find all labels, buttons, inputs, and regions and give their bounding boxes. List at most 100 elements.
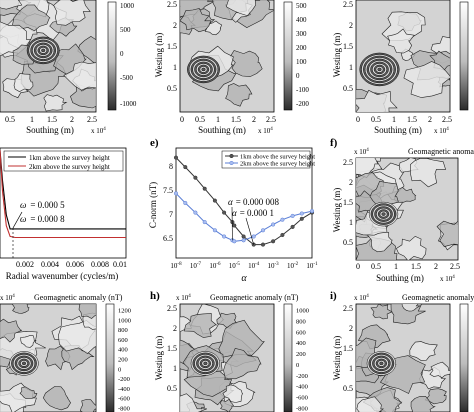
panel-e-ylabel: C-norm (nT) [148, 182, 158, 228]
panel-e-point [183, 165, 188, 170]
contour-line [436, 220, 458, 247]
panel-e-xtick-exp: -3 [275, 262, 280, 267]
panel-c-ylabel: Westing (m) [332, 33, 342, 78]
panel-e-xlabel: α [241, 273, 247, 284]
panel-a-xscale-exp: 4 [103, 127, 106, 132]
panel-f-yscale-exp: 4 [366, 148, 369, 153]
panel-h-cbar-tick: -400 [296, 384, 308, 391]
panel-e-xtick-base: 10 [229, 262, 237, 270]
panel-d-xticks: 0.002 0.004 0.006 0.008 0.01 [16, 260, 127, 269]
panel-i-ylabel: Westing (m) [332, 336, 342, 381]
panel-e-point [202, 220, 207, 225]
contour-line [424, 388, 447, 405]
panel-e-xtick-base: 10 [248, 262, 256, 270]
panel-d-legend: 1km above the survey height 2km above th… [3, 150, 124, 172]
panel-g-contours [0, 304, 96, 412]
panel-d-annotation-arrow [12, 211, 23, 229]
contour-line [225, 83, 253, 107]
panel-g-cbar-tick: -600 [118, 396, 130, 403]
panel-e-point [290, 213, 295, 218]
panel-a-xtick: 2 [70, 115, 74, 124]
anomaly-contour [381, 212, 386, 216]
contour-line [12, 4, 51, 32]
panel-h-cbar-tick: 400 [296, 340, 306, 347]
contour-line [396, 235, 427, 260]
panel-b-xscale-base: x 10 [258, 127, 271, 135]
panel-a-xtick: 2.5 [87, 115, 97, 124]
panel-f-xtick: 2 [434, 262, 438, 271]
panel-i-yscale: x 104 [354, 294, 369, 302]
panel-i-ytick: 1.5 [343, 344, 353, 353]
panel-e-point [173, 155, 179, 160]
panel-a-colorbar [107, 1, 117, 111]
panel-e-letter: e) [150, 137, 159, 149]
panel-c-xtick: 1.5 [407, 115, 417, 124]
panel-e-point [193, 175, 198, 180]
contour-line [222, 384, 243, 403]
panel-f-ytick: 0.5 [343, 238, 353, 247]
contour-line [43, 94, 68, 112]
panel-h-ylabel: Westing (m) [154, 336, 164, 381]
panel-h-colorbar [283, 303, 293, 412]
contour-line [58, 320, 96, 354]
panel-c-ytick: 1 [349, 63, 353, 72]
panel-i-yscale-exp: 4 [366, 294, 369, 299]
panel-e-point [280, 217, 285, 222]
panel-b-xtick: 0.5 [195, 115, 205, 124]
panel-a-cbar-tick: -500 [120, 74, 133, 82]
panel-e-annotation-2: α = 0.000 1 [232, 208, 274, 218]
contour-line [356, 396, 385, 412]
panel-f-xtick: 1 [394, 262, 398, 271]
panel-b-cbar-tick: 500 [296, 2, 307, 10]
panel-d-xtick: 0.008 [91, 260, 109, 269]
panel-e-xtick-base: 10 [268, 262, 276, 270]
contour-line [410, 396, 436, 412]
panel-e-xtick-base: 10 [209, 262, 217, 270]
contour-line [387, 28, 415, 54]
panel-e-ann2-symbol: α [232, 208, 237, 218]
panel-h-colorbar-ticks: 1000 800 600 400 200 0 -200 -400 -600 -800 [296, 308, 309, 412]
panel-e-point [183, 200, 188, 206]
panel-e-xtick-exp: -2 [294, 262, 299, 267]
panel-g-cbar-tick: 800 [118, 327, 128, 334]
panel-i-letter: i) [330, 290, 337, 302]
panel-d-series [0, 150, 126, 258]
panel-e-legend-label-2: 2km above the survey height [240, 161, 315, 168]
panel-e-xtick-exp: -5 [236, 262, 241, 267]
panel-b-xtick: 1 [216, 115, 220, 124]
anomaly-contour [377, 67, 382, 72]
contour-line [19, 386, 38, 399]
panel-h-cbar-tick: 200 [296, 351, 306, 358]
panel-c-xlabel: Southing (m) [374, 125, 422, 135]
panel-b-xlabel: Southing (m) [198, 125, 246, 135]
panel-c-ytick: 1.5 [343, 42, 353, 51]
panel-f-ytick: 1 [349, 218, 353, 227]
panel-e-xtick: 10-3 [268, 262, 280, 270]
contour-line [401, 304, 422, 312]
panel-a-cbar-tick: 1000 [120, 2, 135, 10]
panel-e-point [290, 224, 295, 229]
panel-e-xtick-exp: -8 [177, 262, 182, 267]
panel-e-legend-box [221, 150, 311, 169]
panel-d-ann1-symbol: ω [20, 200, 26, 210]
panel-c-yticks: 2.5 2 1.5 1 0.5 [343, 0, 353, 93]
contour-line [0, 0, 25, 10]
contour-line [410, 158, 447, 188]
panel-h-cbar-tick: 600 [296, 329, 306, 336]
anomaly-contour [41, 48, 46, 53]
panel-b-xticks: 0 0.5 1 1.5 2 2.5 [180, 115, 276, 124]
panel-a-xticks: 0.5 1 1.5 2 2.5 [5, 115, 97, 124]
panel-e-xtick-exp: -4 [255, 262, 260, 267]
panel-a: 0.5 1 1.5 2 2.5 Southing (m) x 104 1000 … [0, 0, 137, 135]
anomaly-contour [21, 361, 27, 366]
panel-b-colorbar [283, 1, 293, 111]
panel-h: h) x 104 Geomagnetic anomaly (nT) Westin… [150, 290, 309, 412]
panel-e-legend-marker-1 [229, 153, 234, 159]
panel-c-contours [356, 11, 450, 112]
contour-line [53, 0, 91, 26]
panel-f-xscale-base: x 10 [440, 275, 453, 283]
panel-b-xscale-exp: 4 [270, 127, 273, 132]
panel-e-point [173, 191, 179, 196]
panel-e-point [232, 239, 237, 244]
